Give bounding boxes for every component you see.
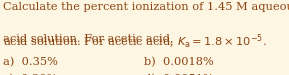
Text: b)  0.0018%: b) 0.0018% [144, 57, 214, 67]
Text: acid solution. For acetic acid,: acid solution. For acetic acid, [3, 33, 178, 43]
Text: d)  0.0051%: d) 0.0051% [144, 74, 214, 75]
Text: c)  0.29%: c) 0.29% [3, 74, 58, 75]
Text: acid solution. For acetic acid, $K_\mathrm{a} = 1.8 \times 10^{-5}$.: acid solution. For acetic acid, $K_\math… [3, 33, 267, 51]
Text: Calculate the percent ionization of 1.45 M aqueous acetic: Calculate the percent ionization of 1.45… [3, 2, 289, 12]
Text: a)  0.35%: a) 0.35% [3, 57, 58, 67]
